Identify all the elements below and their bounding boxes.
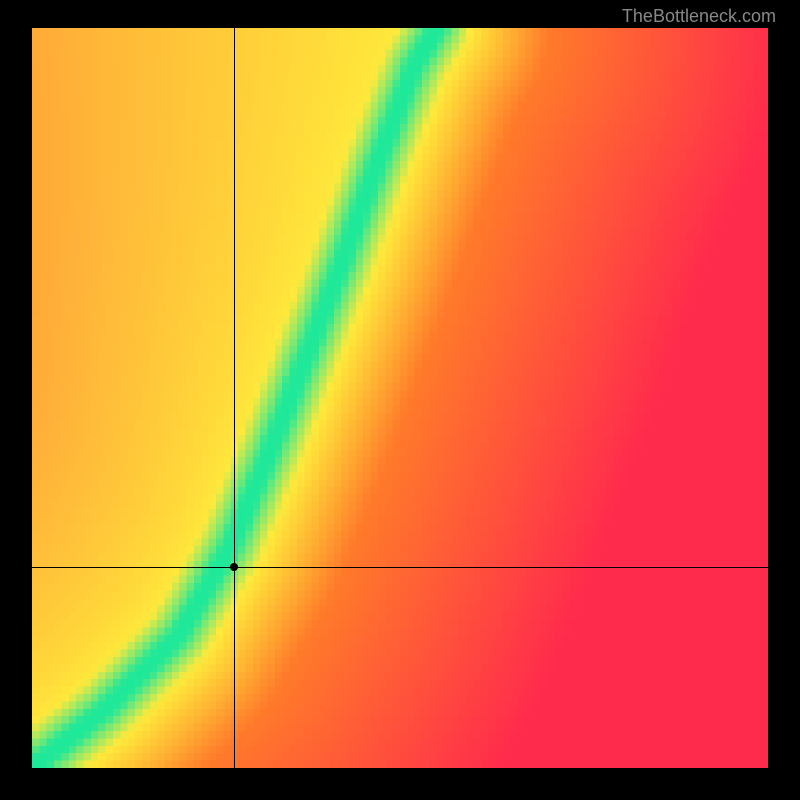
crosshair-marker bbox=[230, 563, 238, 571]
heatmap-plot bbox=[32, 28, 768, 768]
watermark-text: TheBottleneck.com bbox=[622, 6, 776, 27]
crosshair-vertical bbox=[234, 28, 235, 768]
heatmap-canvas bbox=[32, 28, 768, 768]
crosshair-horizontal bbox=[32, 567, 768, 568]
